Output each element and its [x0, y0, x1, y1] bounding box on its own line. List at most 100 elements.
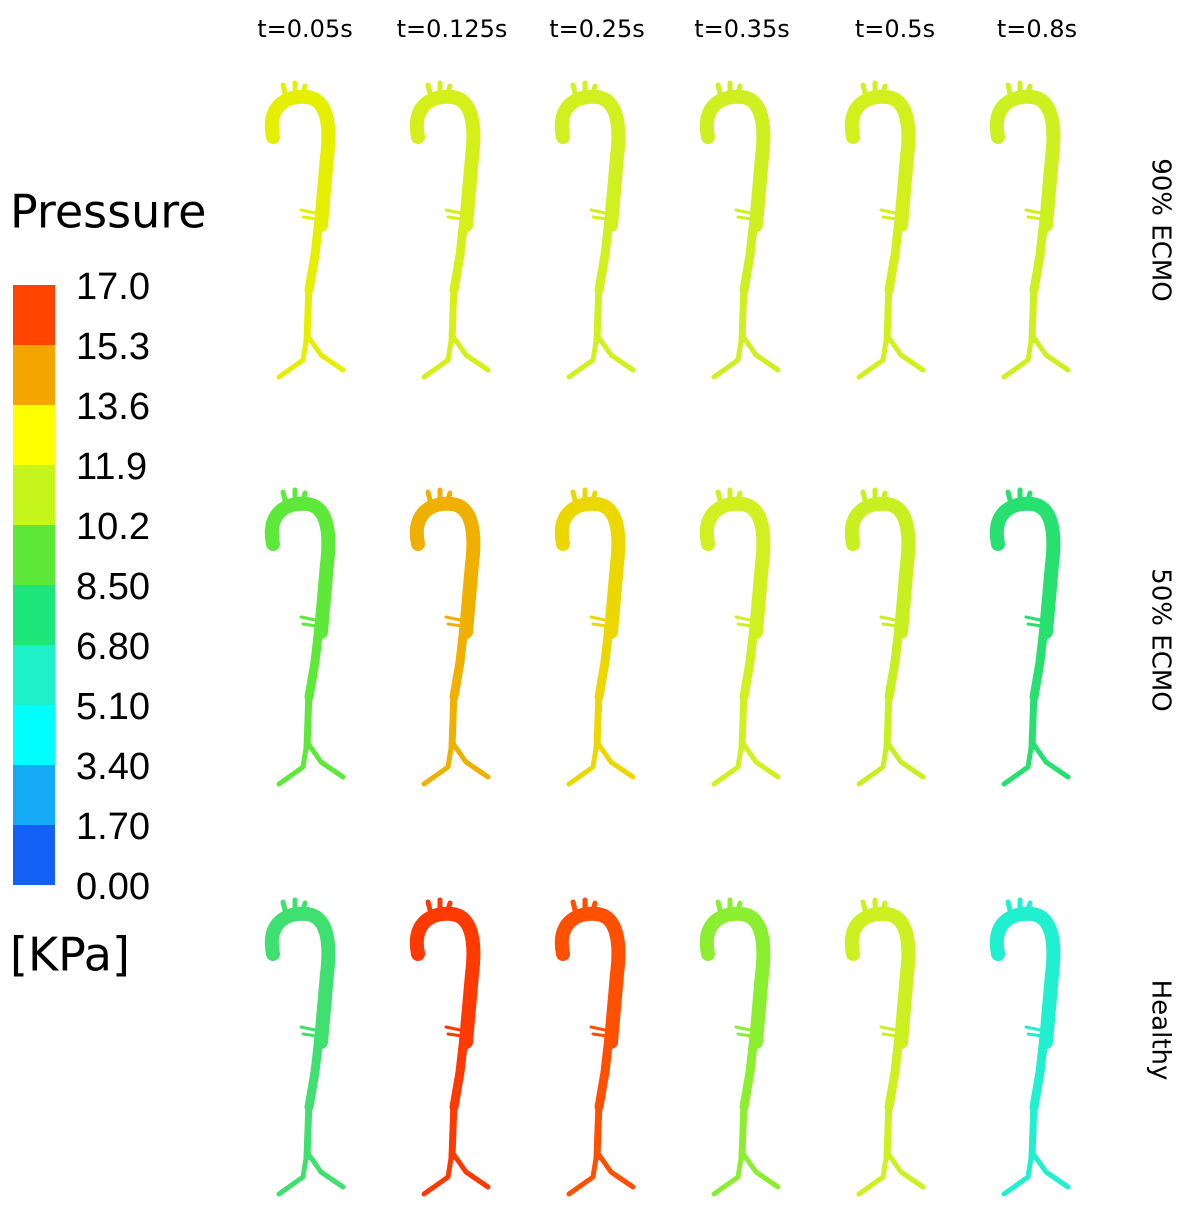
aorta: [409, 487, 491, 787]
vessel: [444, 208, 464, 221]
aorta: [844, 487, 926, 787]
vessel: [299, 1025, 319, 1038]
vessel: [304, 180, 328, 295]
vessel: [1001, 332, 1035, 380]
vessel: [594, 587, 618, 702]
vessel: [276, 1149, 310, 1197]
vessel: [566, 1149, 600, 1197]
vessel: [1028, 281, 1038, 344]
vessel: [1005, 487, 1033, 503]
row-label: 90% ECMO: [1146, 158, 1176, 302]
legend-label: 11.9: [76, 446, 147, 488]
vessel: [738, 688, 748, 751]
vessel: [1001, 1149, 1035, 1197]
colorbar-band: [13, 705, 55, 765]
vessel: [449, 180, 473, 295]
vessel: [264, 89, 336, 232]
column-header: t=0.35s: [694, 15, 789, 43]
vessel: [844, 89, 916, 232]
vessel: [1024, 208, 1044, 221]
row-label: Healthy: [1146, 980, 1176, 1081]
vessel: [860, 80, 888, 96]
vessel: [738, 281, 748, 344]
colorbar-band: [13, 825, 55, 885]
vessel: [570, 897, 598, 913]
aorta: [409, 897, 491, 1197]
vessel: [425, 487, 453, 503]
vessel: [280, 80, 308, 96]
vessel: [879, 615, 899, 628]
vessel: [734, 1025, 754, 1038]
vessel: [264, 906, 336, 1049]
vessel: [699, 89, 771, 232]
vessel: [739, 180, 763, 295]
vessel: [589, 208, 609, 221]
vessel: [711, 1149, 745, 1197]
aorta: [699, 897, 781, 1197]
vessel: [1029, 1149, 1071, 1190]
vessel: [409, 496, 481, 639]
vessel: [304, 997, 328, 1112]
vessel: [566, 739, 600, 787]
vessel: [884, 332, 926, 373]
vessel: [594, 1149, 636, 1190]
vessel: [449, 332, 491, 373]
vessel: [739, 1149, 781, 1190]
vessel: [594, 997, 618, 1112]
vessel: [1001, 739, 1035, 787]
vessel: [421, 739, 455, 787]
legend-label: 15.3: [76, 326, 150, 368]
vessel: [276, 739, 310, 787]
vessel: [303, 281, 313, 344]
vessel: [444, 615, 464, 628]
aorta: [264, 487, 346, 787]
legend-label: 6.80: [76, 626, 150, 668]
legend-label: 1.70: [76, 806, 150, 848]
vessel: [448, 688, 458, 751]
row-label: 50% ECMO: [1146, 568, 1176, 712]
column-header: t=0.125s: [397, 15, 508, 43]
vessel: [879, 1025, 899, 1038]
vessel: [1024, 615, 1044, 628]
vessel: [589, 615, 609, 628]
legend-label: 5.10: [76, 686, 150, 728]
vessel: [554, 496, 626, 639]
vessel: [883, 281, 893, 344]
vessel: [449, 997, 473, 1112]
legend-label: 3.40: [76, 746, 150, 788]
column-header: t=0.05s: [257, 15, 352, 43]
vessel: [1028, 1098, 1038, 1161]
aorta: [844, 80, 926, 380]
aorta: [699, 80, 781, 380]
vessel: [448, 1098, 458, 1161]
vessel: [299, 615, 319, 628]
aorta: [554, 897, 636, 1197]
vessel: [593, 1098, 603, 1161]
vessel: [1029, 332, 1071, 373]
vessel: [304, 332, 346, 373]
legend-label: 17.0: [76, 266, 150, 308]
vessel: [699, 496, 771, 639]
vessel: [739, 332, 781, 373]
vessel: [594, 739, 636, 780]
vessel: [303, 1098, 313, 1161]
vessel: [421, 332, 455, 380]
vessel: [303, 688, 313, 751]
legend-unit: [KPa]: [10, 928, 130, 982]
vessel: [554, 906, 626, 1049]
vessel: [1005, 80, 1033, 96]
vessel: [570, 487, 598, 503]
vessel: [449, 587, 473, 702]
vessel: [844, 496, 916, 639]
vessel: [884, 1149, 926, 1190]
colorbar-band: [13, 405, 55, 465]
vessel: [409, 89, 481, 232]
vessel: [739, 587, 763, 702]
vessel: [884, 180, 908, 295]
vessel: [856, 739, 890, 787]
vessel: [566, 332, 600, 380]
legend-label: 13.6: [76, 386, 150, 428]
colorbar-band: [13, 525, 55, 585]
colorbar-band: [13, 645, 55, 705]
